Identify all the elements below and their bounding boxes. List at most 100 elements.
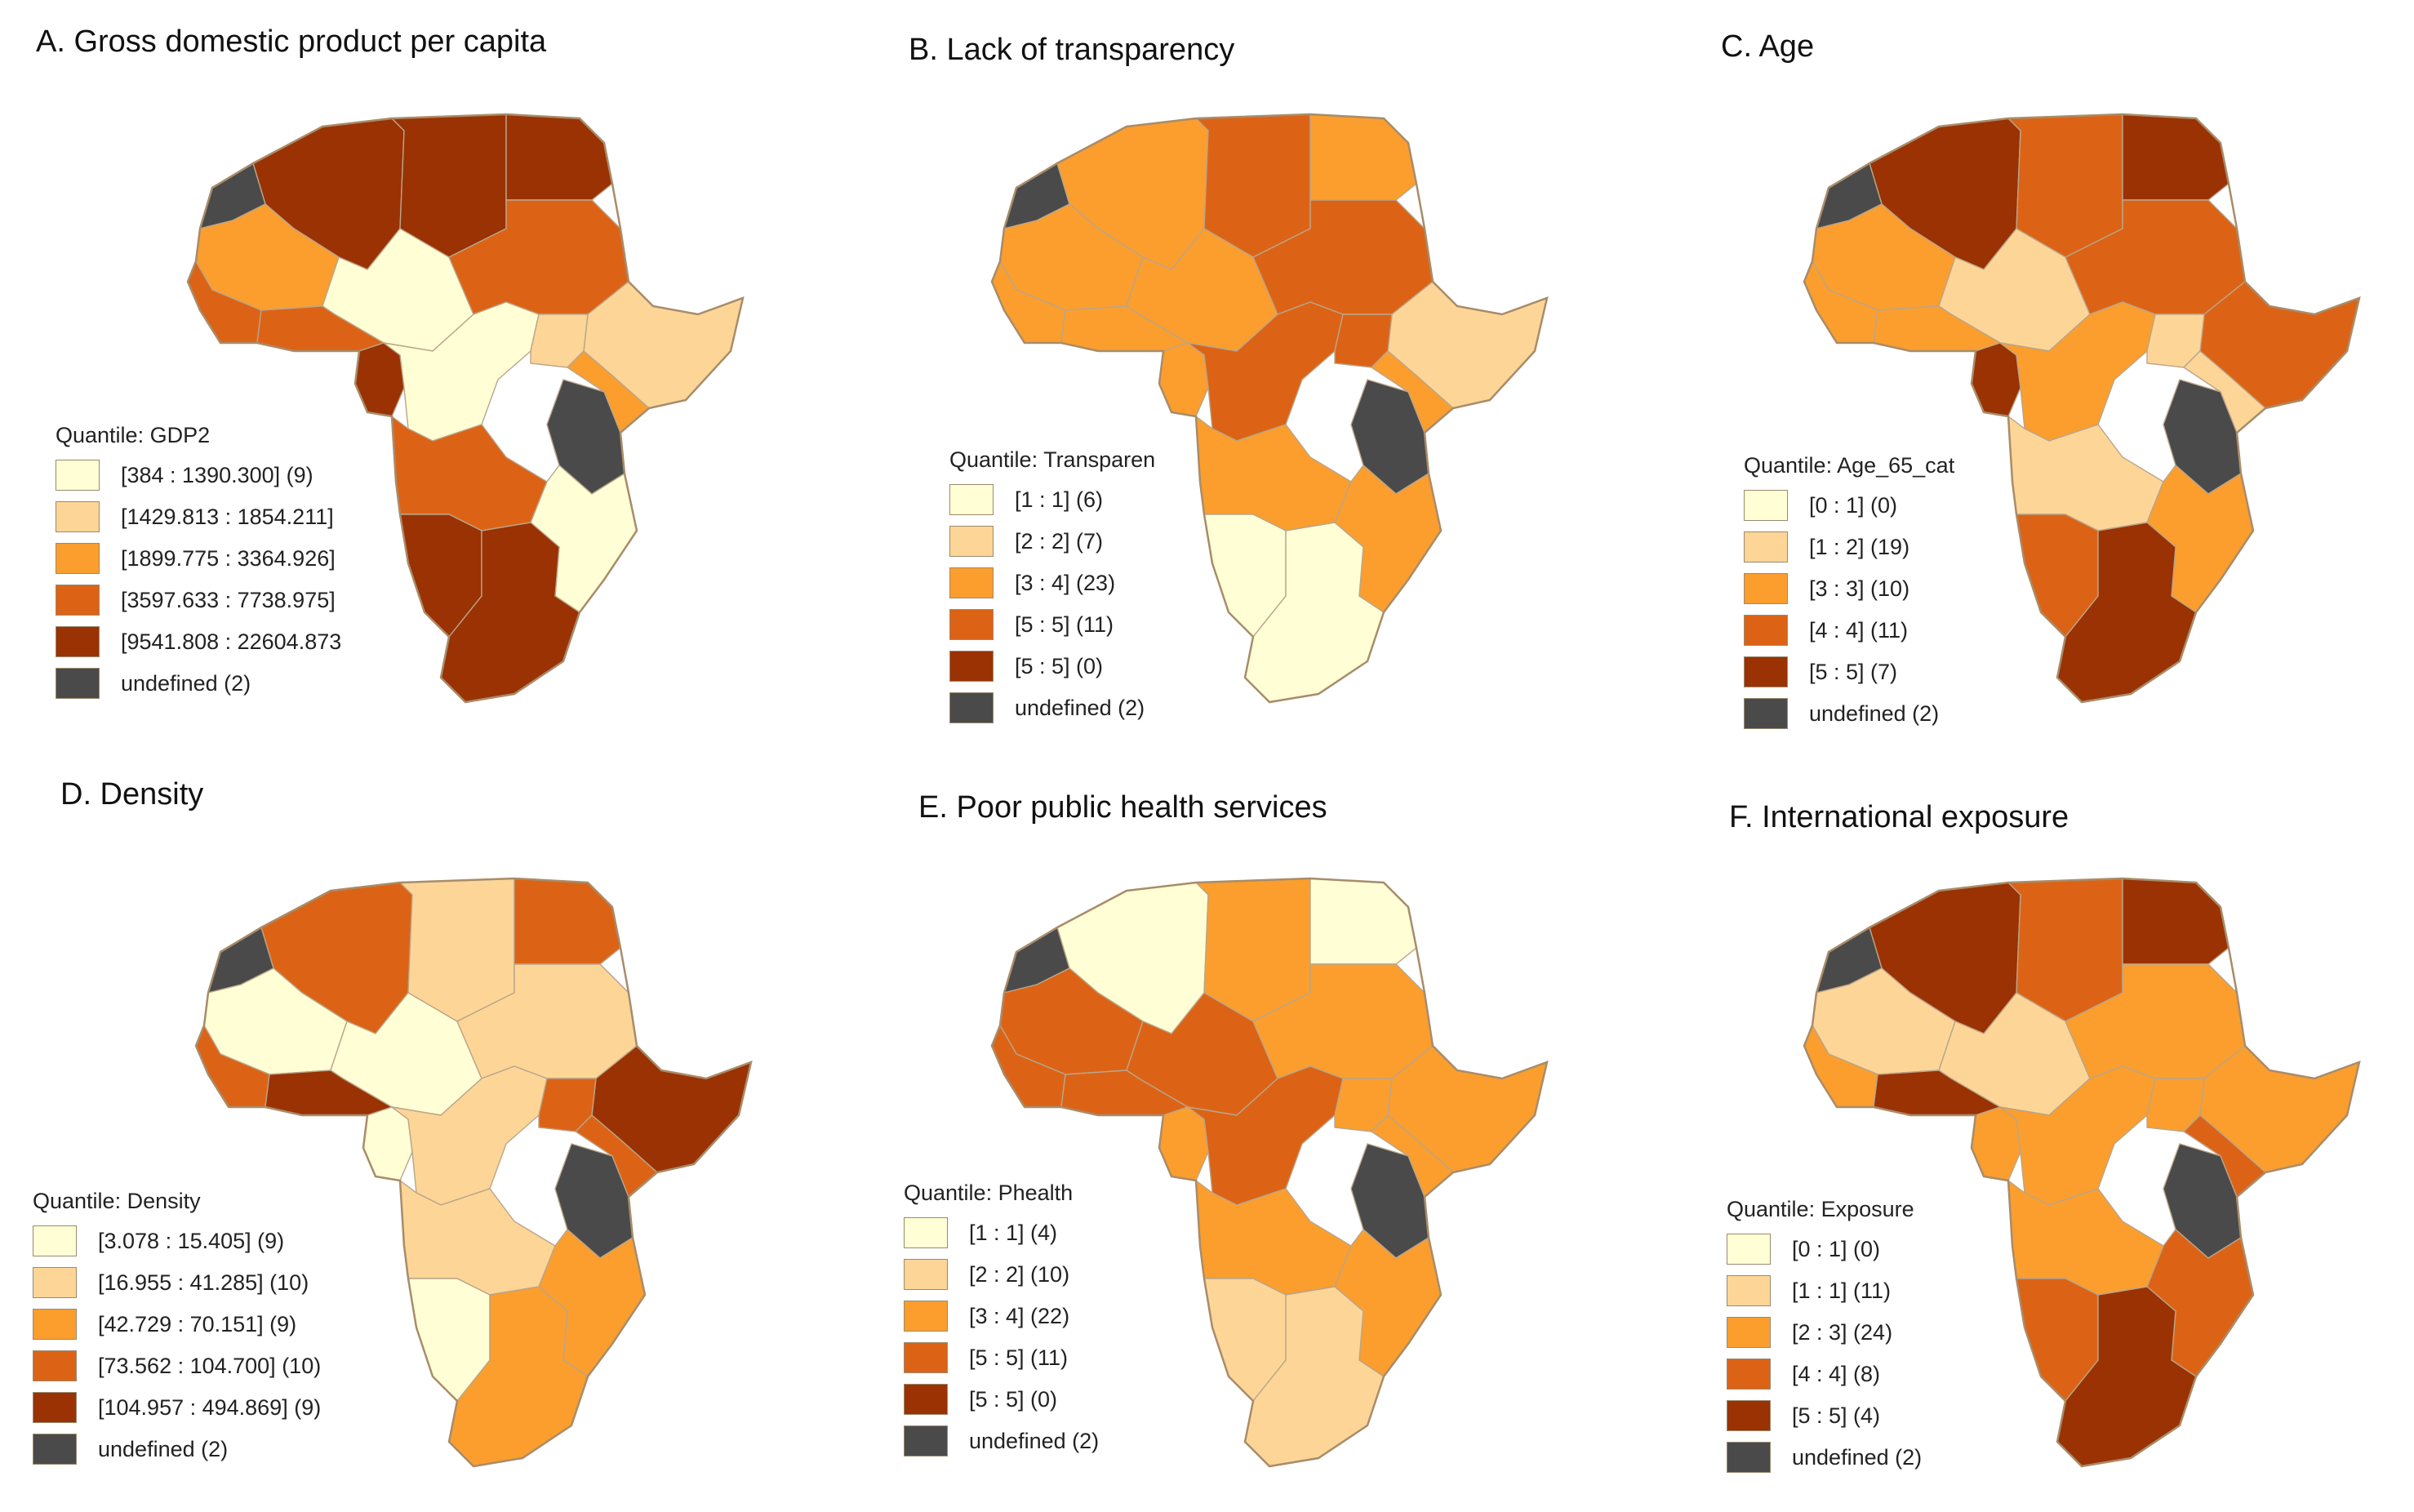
legend-label: undefined (2) — [98, 1436, 229, 1461]
legend-label: [3.078 : 15.405] (9) — [98, 1228, 285, 1253]
legend-swatch — [949, 692, 994, 723]
choropleth-map[interactable] — [927, 870, 1580, 1499]
panel-f: F. International exposure Quantile: Expo… — [1608, 756, 2412, 1512]
legend-label: [3597.633 : 7738.975] — [121, 587, 336, 612]
choropleth-map[interactable] — [1739, 870, 2392, 1499]
legend-label: [104.957 : 494.869] (9) — [98, 1394, 322, 1420]
legend-swatch — [56, 460, 100, 491]
legend-label: undefined (2) — [1015, 695, 1145, 720]
region-northeast[interactable] — [1309, 878, 1417, 965]
legend-item: [16.955 : 41.285] (10) — [33, 1267, 321, 1298]
region-northeast[interactable] — [2122, 878, 2230, 965]
legend: Quantile: Density [3.078 : 15.405] (9) [16… — [33, 1189, 321, 1475]
legend-label: [5 : 5] (4) — [1792, 1403, 1881, 1428]
legend-swatch — [56, 668, 100, 699]
region-northeast[interactable] — [505, 113, 613, 201]
legend-label: [1 : 1] (11) — [1792, 1278, 1892, 1303]
region-angola-zambia[interactable] — [1195, 1179, 1352, 1296]
region-central-west[interactable] — [354, 342, 405, 417]
legend-swatch — [904, 1384, 948, 1415]
region-central[interactable] — [1999, 301, 2156, 442]
region-northeast[interactable] — [1309, 113, 1417, 201]
legend-swatch — [949, 567, 994, 598]
legend-item: [384 : 1390.300] (9) — [56, 460, 341, 491]
region-northeast[interactable] — [2122, 113, 2230, 201]
legend-label: [1 : 1] (6) — [1015, 487, 1104, 512]
legend-item: [5 : 5] (11) — [949, 609, 1155, 640]
legend-item: [1 : 2] (19) — [1744, 531, 1954, 563]
africa-outline — [990, 877, 1549, 1468]
legend-swatch — [1727, 1275, 1771, 1306]
legend-label: [73.562 : 104.700] (10) — [98, 1353, 322, 1378]
legend: Quantile: Exposure [0 : 1] (0) [1 : 1] (11… — [1727, 1197, 1922, 1483]
legend-swatch — [904, 1301, 948, 1332]
legend-label: [384 : 1390.300] (9) — [121, 462, 313, 487]
region-angola-zambia[interactable] — [1195, 415, 1352, 531]
panel-b: B. Lack of transparency Quantile: Transp… — [804, 0, 1608, 756]
legend-swatch — [1744, 656, 1788, 687]
legend-label: [2 : 2] (10) — [969, 1261, 1070, 1287]
legend-label: [16.955 : 41.285] (10) — [98, 1270, 309, 1295]
legend-swatch — [949, 651, 994, 682]
legend-title: Quantile: Transparen — [949, 447, 1156, 472]
legend-swatch — [33, 1225, 77, 1256]
legend: Quantile: GDP2 [384 : 1390.300] (9) [1429.… — [56, 423, 341, 709]
legend-swatch — [1727, 1234, 1771, 1265]
legend-swatch — [1727, 1359, 1771, 1390]
legend-swatch — [1744, 531, 1788, 563]
legend-item: [3 : 3] (10) — [1744, 573, 1954, 604]
region-central-west[interactable] — [1158, 342, 1209, 417]
choropleth-map[interactable] — [927, 106, 1580, 735]
legend-item: [4 : 4] (11) — [1744, 615, 1954, 646]
region-central[interactable] — [1999, 1065, 2156, 1206]
legend-swatch — [904, 1259, 948, 1290]
region-central-west[interactable] — [1158, 1106, 1209, 1181]
legend-swatch — [33, 1392, 77, 1423]
panel-title: B. Lack of transparency — [909, 33, 1235, 67]
legend-label: [5 : 5] (0) — [969, 1386, 1058, 1412]
legend-label: undefined (2) — [1809, 700, 1940, 726]
panel-title: F. International exposure — [1729, 800, 2069, 834]
legend-swatch — [33, 1309, 77, 1340]
region-angola-zambia[interactable] — [399, 1179, 556, 1296]
region-central-west[interactable] — [362, 1106, 413, 1181]
legend-label: [4 : 4] (8) — [1792, 1361, 1881, 1386]
region-northeast[interactable] — [513, 878, 621, 965]
legend-item: undefined (2) — [949, 692, 1155, 723]
region-central[interactable] — [1187, 301, 1344, 442]
panel-title: C. Age — [1721, 29, 1815, 64]
region-angola-zambia[interactable] — [2007, 415, 2164, 531]
legend-swatch — [56, 501, 100, 532]
legend-item: [0 : 1] (0) — [1727, 1234, 1922, 1265]
legend-swatch — [1727, 1442, 1771, 1473]
legend-title: Quantile: Age_65_cat — [1744, 453, 1955, 478]
legend-label: [3 : 3] (10) — [1809, 576, 1910, 601]
legend-item: [3597.633 : 7738.975] — [56, 585, 341, 616]
africa-outline — [186, 113, 745, 704]
legend: Quantile: Phealth [1 : 1] (4) [2 : 2] (10)… — [904, 1181, 1099, 1467]
legend-swatch — [949, 526, 994, 557]
legend-item: [5 : 5] (7) — [1744, 656, 1954, 687]
region-central[interactable] — [391, 1065, 548, 1206]
region-central[interactable] — [1187, 1065, 1344, 1206]
legend-item: [5 : 5] (0) — [904, 1384, 1099, 1415]
region-angola-zambia[interactable] — [2007, 1179, 2164, 1296]
region-central-west[interactable] — [1971, 342, 2021, 417]
africa-outline — [990, 113, 1549, 704]
region-angola-zambia[interactable] — [391, 415, 548, 531]
choropleth-map[interactable] — [131, 870, 784, 1499]
legend-swatch — [1727, 1317, 1771, 1348]
legend-item: [1 : 1] (4) — [904, 1217, 1099, 1248]
choropleth-map[interactable] — [122, 106, 776, 735]
panel-title: E. Poor public health services — [918, 790, 1327, 825]
choropleth-map[interactable] — [1739, 106, 2392, 735]
legend-label: [3 : 4] (22) — [969, 1303, 1070, 1328]
legend-item: [2 : 2] (10) — [904, 1259, 1099, 1290]
region-central-west[interactable] — [1971, 1106, 2021, 1181]
legend-item: undefined (2) — [33, 1434, 321, 1465]
legend-swatch — [33, 1267, 77, 1298]
region-central[interactable] — [383, 301, 540, 442]
legend-swatch — [1727, 1400, 1771, 1431]
africa-outline — [194, 877, 753, 1468]
legend-swatch — [1744, 615, 1788, 646]
